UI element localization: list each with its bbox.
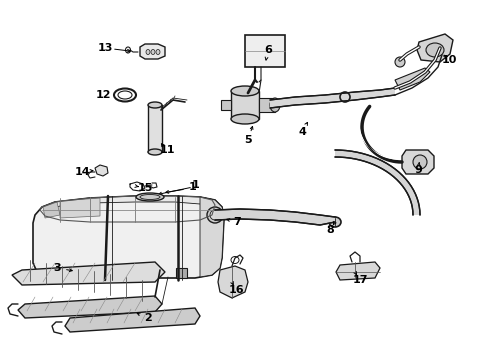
Ellipse shape bbox=[118, 91, 132, 99]
Text: 3: 3 bbox=[53, 263, 61, 273]
Ellipse shape bbox=[231, 114, 259, 124]
Polygon shape bbox=[335, 150, 420, 215]
Polygon shape bbox=[60, 198, 100, 218]
Text: 15: 15 bbox=[137, 183, 153, 193]
Polygon shape bbox=[18, 296, 162, 318]
Ellipse shape bbox=[136, 193, 164, 201]
Polygon shape bbox=[215, 209, 335, 225]
Polygon shape bbox=[231, 91, 259, 119]
Text: 2: 2 bbox=[144, 313, 152, 323]
Text: 9: 9 bbox=[414, 165, 422, 175]
Ellipse shape bbox=[426, 43, 444, 57]
Polygon shape bbox=[245, 35, 285, 67]
Ellipse shape bbox=[329, 217, 341, 227]
Polygon shape bbox=[221, 100, 231, 110]
Text: 8: 8 bbox=[326, 225, 334, 235]
Ellipse shape bbox=[148, 102, 162, 108]
Polygon shape bbox=[395, 68, 430, 90]
Polygon shape bbox=[12, 262, 165, 285]
Ellipse shape bbox=[148, 149, 162, 155]
Ellipse shape bbox=[413, 155, 427, 169]
Text: 7: 7 bbox=[233, 217, 241, 227]
Polygon shape bbox=[336, 262, 380, 280]
Text: 11: 11 bbox=[159, 145, 175, 155]
Polygon shape bbox=[140, 44, 165, 59]
Ellipse shape bbox=[207, 207, 223, 223]
Text: 10: 10 bbox=[441, 55, 457, 65]
Ellipse shape bbox=[210, 210, 220, 220]
Text: 14: 14 bbox=[74, 167, 90, 177]
Text: 1: 1 bbox=[189, 182, 197, 192]
Polygon shape bbox=[43, 202, 60, 218]
Ellipse shape bbox=[151, 49, 155, 54]
Polygon shape bbox=[42, 196, 222, 210]
Polygon shape bbox=[33, 196, 224, 278]
Polygon shape bbox=[104, 268, 115, 278]
Polygon shape bbox=[148, 105, 162, 152]
Ellipse shape bbox=[270, 98, 280, 112]
Ellipse shape bbox=[395, 57, 405, 67]
Polygon shape bbox=[95, 165, 108, 176]
Text: 5: 5 bbox=[244, 135, 252, 145]
Polygon shape bbox=[200, 197, 224, 277]
Text: 16: 16 bbox=[228, 285, 244, 295]
Ellipse shape bbox=[156, 49, 160, 54]
Polygon shape bbox=[259, 98, 275, 112]
Polygon shape bbox=[270, 88, 395, 108]
Polygon shape bbox=[176, 268, 187, 278]
Ellipse shape bbox=[146, 49, 150, 54]
Polygon shape bbox=[417, 34, 453, 62]
Ellipse shape bbox=[231, 86, 259, 96]
Text: 12: 12 bbox=[95, 90, 111, 100]
Polygon shape bbox=[65, 308, 200, 332]
Text: 1: 1 bbox=[192, 180, 200, 190]
Text: 13: 13 bbox=[98, 43, 113, 53]
Text: 6: 6 bbox=[264, 45, 272, 55]
Polygon shape bbox=[402, 150, 434, 174]
Polygon shape bbox=[218, 266, 248, 298]
Text: 4: 4 bbox=[298, 127, 306, 137]
Text: 17: 17 bbox=[352, 275, 368, 285]
